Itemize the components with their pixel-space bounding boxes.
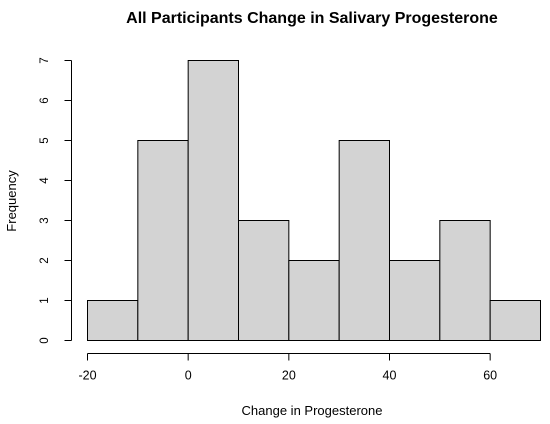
histogram-bar: [389, 260, 441, 341]
x-tick-label: 0: [185, 369, 192, 383]
x-tick-label: -20: [78, 369, 96, 383]
histogram-bar: [489, 300, 541, 341]
histogram-bar: [238, 220, 290, 341]
histogram-bar: [288, 260, 340, 341]
y-tick-label: 1: [39, 297, 51, 303]
x-axis: -20 0 20 40 60: [78, 353, 497, 383]
x-tick-label: 20: [282, 369, 296, 383]
y-axis-label: Frequency: [4, 170, 19, 232]
y-tick-label: 0: [39, 337, 51, 343]
y-axis: 0 1 2 3 4 5 6 7: [39, 57, 72, 344]
y-tick-label: 3: [39, 217, 51, 223]
y-tick-label: 2: [39, 257, 51, 263]
y-tick-label: 4: [39, 177, 51, 184]
y-tick-label: 5: [39, 137, 51, 143]
x-tick-label: 40: [383, 369, 397, 383]
histogram-bar: [187, 60, 240, 341]
y-tick-label: 6: [39, 97, 51, 103]
histogram-bar: [137, 140, 189, 341]
x-axis-label: Change in Progesterone: [242, 403, 383, 418]
y-tick-label: 7: [39, 57, 51, 63]
x-tick-label: 60: [483, 369, 497, 383]
chart-title: All Participants Change in Salivary Prog…: [126, 10, 498, 27]
histogram-bar: [87, 300, 139, 341]
bars-group: [87, 60, 541, 341]
histogram-bar: [338, 140, 390, 341]
histogram-bar: [439, 220, 491, 341]
